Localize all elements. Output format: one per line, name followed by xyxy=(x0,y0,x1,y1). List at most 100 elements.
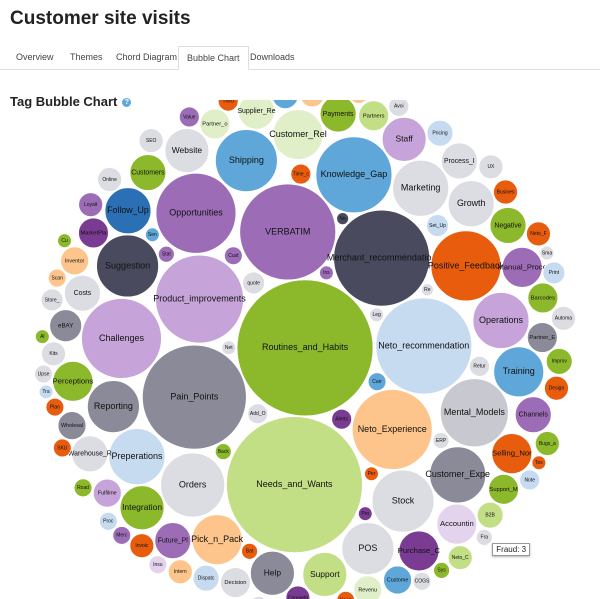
bubble-label: Sma xyxy=(542,250,553,256)
bubble xyxy=(369,307,384,323)
bubble xyxy=(358,100,390,132)
bubble xyxy=(60,246,90,276)
bubble xyxy=(112,526,132,545)
bubble xyxy=(341,522,395,576)
bubble-label: Opportunities xyxy=(169,208,223,218)
bubble-label: Alerts xyxy=(335,417,348,423)
bubble-label: Future_Pl xyxy=(158,537,188,544)
bubble xyxy=(92,478,122,508)
bubble xyxy=(52,360,94,402)
bubble-label: Loyalt xyxy=(84,202,98,208)
tab[interactable]: Overview xyxy=(16,52,54,62)
bubble-label: Accountin xyxy=(440,519,474,528)
bubble xyxy=(526,322,558,353)
bubble-label: Competit xyxy=(288,595,309,599)
bubble-label: Fulfilme xyxy=(98,491,117,497)
bubble xyxy=(472,292,530,349)
bubble xyxy=(104,187,152,235)
bubble xyxy=(47,268,67,288)
bubble-label: Sys xyxy=(437,568,446,574)
bubble xyxy=(493,346,545,398)
bubble-label: Scan xyxy=(51,275,63,281)
bubble-label: Bat xyxy=(246,549,254,555)
bubble xyxy=(436,503,478,545)
bubble-label: Routines_and_Habits xyxy=(262,342,349,352)
bubble xyxy=(351,100,367,104)
tab[interactable]: Chord Diagram xyxy=(116,52,178,62)
bubble-label: Purchase_C xyxy=(398,546,441,555)
bubble-label: Barcodes xyxy=(531,295,555,301)
bubble xyxy=(478,154,504,180)
bubble-label: Operations xyxy=(479,315,524,325)
bubble xyxy=(501,246,543,288)
bubble xyxy=(527,282,559,314)
bubble-label: Store_ xyxy=(45,297,60,303)
bubble-label: Selling_Nor xyxy=(492,449,532,458)
bubble xyxy=(78,192,104,218)
bubble xyxy=(250,550,295,596)
bubble xyxy=(491,433,533,475)
bubble xyxy=(272,100,298,110)
bubble-label: Upse xyxy=(38,371,50,377)
help-icon[interactable]: ? xyxy=(122,98,132,108)
bubble xyxy=(217,100,239,112)
bubble-label: Proc xyxy=(103,519,114,525)
bubble xyxy=(251,596,266,599)
bubble-label: Design xyxy=(549,386,565,392)
bubble xyxy=(489,207,527,244)
bubble-label: SKU xyxy=(57,445,68,451)
bubble-label: Revenu xyxy=(358,587,377,593)
bubble-label: Website xyxy=(172,145,203,155)
bubble xyxy=(488,473,519,505)
bubble-label: Avoi xyxy=(394,104,404,110)
tab[interactable]: Bubble Chart xyxy=(178,46,249,70)
bubble xyxy=(97,167,123,192)
bubble-label: Value xyxy=(183,114,196,120)
bubble-label: Re xyxy=(424,287,431,293)
bubble xyxy=(119,485,165,531)
bubble xyxy=(35,329,50,344)
bubble xyxy=(192,564,220,592)
bubble-label: quote xyxy=(247,280,260,286)
bubble-label: Needs_and_Wants xyxy=(256,479,333,489)
bubble xyxy=(98,511,118,531)
bubble-label: POS xyxy=(358,543,377,553)
bubble-label: Keep xyxy=(340,598,352,599)
tooltip: Fraud: 3 xyxy=(492,543,531,557)
bubble xyxy=(78,217,109,249)
bubble-label: Stat xyxy=(162,252,172,258)
bubble-label: Merchant_recommendation xyxy=(327,252,437,262)
tab[interactable]: Themes xyxy=(70,52,103,62)
bubble-label: Decision xyxy=(224,580,246,586)
bubble xyxy=(351,389,433,470)
bubble xyxy=(57,411,87,441)
bubble-label: Customer_Expe xyxy=(425,469,490,479)
bubble-label: Insu xyxy=(153,562,163,568)
bubble-label: ERP xyxy=(436,438,447,444)
bubble-label: Perceptions xyxy=(53,376,94,385)
bubble-label: Online xyxy=(102,177,117,183)
tab-bar: Overview Themes Chord Diagram Bubble Chart D… xyxy=(0,46,600,70)
bubble-label: Third xyxy=(222,100,234,104)
bubble-label: Neto_F xyxy=(530,231,546,237)
tab[interactable]: Downloads xyxy=(250,52,295,62)
bubble-label: Preperations xyxy=(111,451,163,461)
bubble xyxy=(519,469,541,491)
bubble-label: Integration xyxy=(122,502,162,512)
bubble-label: Growth xyxy=(457,198,486,208)
bubble-label: Plan xyxy=(50,404,60,410)
bubble xyxy=(388,100,410,117)
bubble xyxy=(412,572,432,591)
bubble xyxy=(514,396,552,434)
bubble-label: Invoic xyxy=(135,543,149,549)
bubble xyxy=(242,271,266,295)
bubble xyxy=(531,455,547,471)
bubble xyxy=(333,209,431,307)
bubble xyxy=(155,172,237,254)
bubble xyxy=(64,274,101,312)
bubble-label: Knowledge_Gap xyxy=(321,169,388,179)
bubble xyxy=(357,506,373,522)
bubble xyxy=(542,261,566,285)
bubble-label: Cust xyxy=(228,253,239,259)
